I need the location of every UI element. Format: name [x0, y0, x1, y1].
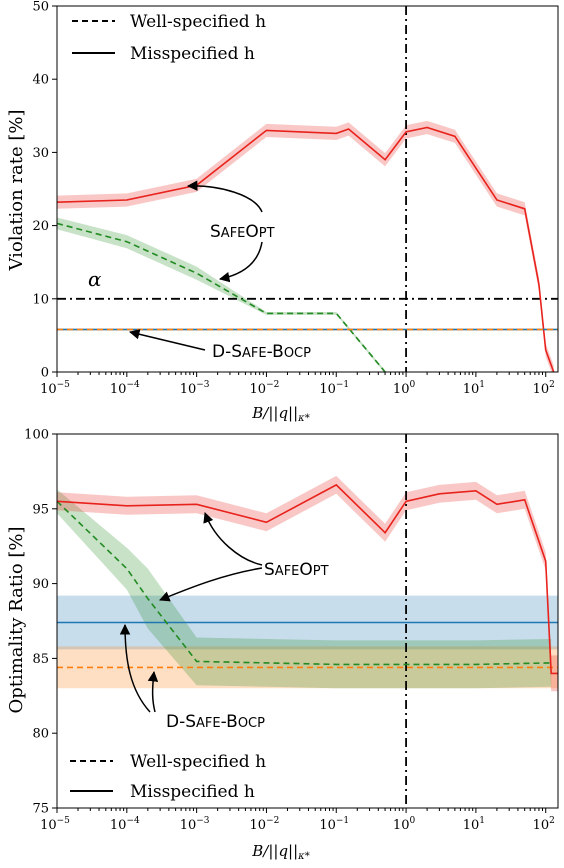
arrow-safeopt-top-red [186, 180, 263, 213]
x-tick-label: 102 [533, 816, 555, 833]
y-tick-label: 40 [32, 73, 49, 88]
band-safeopt-misspecified-h- [57, 120, 554, 372]
line-safeopt-misspecified-h- [57, 126, 555, 372]
y-tick-label: 10 [32, 292, 49, 307]
top-confidence-bands [57, 120, 558, 372]
top-x-axis-label: B/||q||κ* [251, 404, 309, 424]
annotation-safeopt-bottom: SAFEOPT [264, 560, 329, 580]
annotation-dsafebocp-bottom: D-SAFE-BOCP [166, 712, 265, 732]
top-series-lines [57, 126, 558, 372]
top-y-axis-label: Violation rate [%] [6, 110, 27, 272]
x-tick-label: 100 [393, 380, 416, 397]
y-tick-label: 20 [32, 219, 49, 234]
y-tick-label: 90 [32, 577, 49, 592]
legend-well-specified: Well-specified h [130, 12, 266, 32]
arrow-safeopt-bottom-green [159, 567, 263, 602]
top-plot-frame [56, 5, 559, 373]
annotation-safeopt-top: SAFEOPT [210, 222, 275, 242]
line-safeopt-well-specified-h- [57, 222, 386, 372]
x-tick-label: 10−1 [319, 380, 349, 397]
bottom-x-ticks: 10−5 10−4 10−3 10−2 10−1 100 101 102 [40, 808, 555, 833]
arrow-dsafebocp-bottom-orange [147, 670, 159, 713]
annotation-dsafebocp-top: D-SAFE-BOCP [212, 342, 311, 362]
x-tick-label: 101 [463, 816, 485, 833]
x-tick-label: 10−4 [110, 816, 140, 833]
y-tick-label: 85 [32, 652, 49, 667]
x-tick-label: 101 [463, 380, 485, 397]
y-tick-label: 95 [32, 502, 49, 517]
top-y-ticks: 0 10 20 30 40 50 [32, 0, 57, 381]
top-panel: 10−5 10−4 10−3 10−2 10−1 100 101 102 0 10 20 30 40 5… [6, 0, 559, 424]
band-safeopt-well-specified-h- [57, 489, 552, 689]
bottom-y-ticks: 75 80 85 90 95 100 [24, 428, 57, 817]
y-tick-label: 30 [32, 146, 49, 161]
x-tick-label: 10−5 [40, 380, 70, 397]
legend-misspecified: Misspecified h [130, 44, 255, 64]
x-tick-label: 10−5 [40, 816, 70, 833]
band-safeopt-misspecified-h- [57, 475, 558, 692]
bottom-series-lines [57, 483, 558, 675]
y-tick-label: 50 [32, 0, 49, 15]
top-x-ticks: 10−5 10−4 10−3 10−2 10−1 100 101 102 [40, 372, 555, 397]
y-tick-label: 80 [32, 727, 49, 742]
line-safeopt-misspecified-h- [57, 483, 558, 675]
y-tick-label: 100 [24, 428, 49, 443]
arrow-safeopt-bottom-red [203, 512, 263, 566]
arrow-dsafebocp-top [128, 329, 206, 351]
x-tick-label: 10−4 [110, 380, 140, 397]
arrow-safeopt-top-green [218, 241, 263, 283]
x-tick-label: 10−2 [250, 380, 280, 397]
bottom-x-axis-label: B/||q||κ* [251, 842, 309, 862]
arrow-dsafebocp-bottom-blue [119, 623, 151, 713]
top-reference-lines [57, 6, 558, 372]
line-safeopt-well-specified-h- [57, 500, 552, 666]
top-legend: Well-specified h Misspecified h [72, 12, 266, 64]
legend-well-specified: Well-specified h [130, 752, 266, 772]
bottom-panel: 10−5 10−4 10−3 10−2 10−1 100 101 102 75 80 85 90 95… [6, 428, 559, 862]
bottom-legend: Well-specified h Misspecified h [70, 752, 266, 802]
y-tick-label: 75 [32, 802, 49, 817]
band-safeopt-well-specified-h- [57, 217, 386, 372]
x-tick-label: 10−2 [250, 816, 280, 833]
y-tick-label: 0 [41, 366, 49, 381]
x-tick-label: 10−1 [319, 816, 349, 833]
legend-misspecified: Misspecified h [130, 782, 255, 802]
bottom-plot-frame [56, 433, 559, 809]
alpha-label: α [88, 267, 102, 291]
bottom-y-axis-label: Optimality Ratio [%] [6, 526, 27, 713]
x-tick-label: 10−3 [180, 816, 210, 833]
x-tick-label: 102 [533, 380, 555, 397]
x-tick-label: 10−3 [180, 380, 210, 397]
bottom-confidence-bands [57, 475, 558, 692]
x-tick-label: 100 [393, 816, 416, 833]
